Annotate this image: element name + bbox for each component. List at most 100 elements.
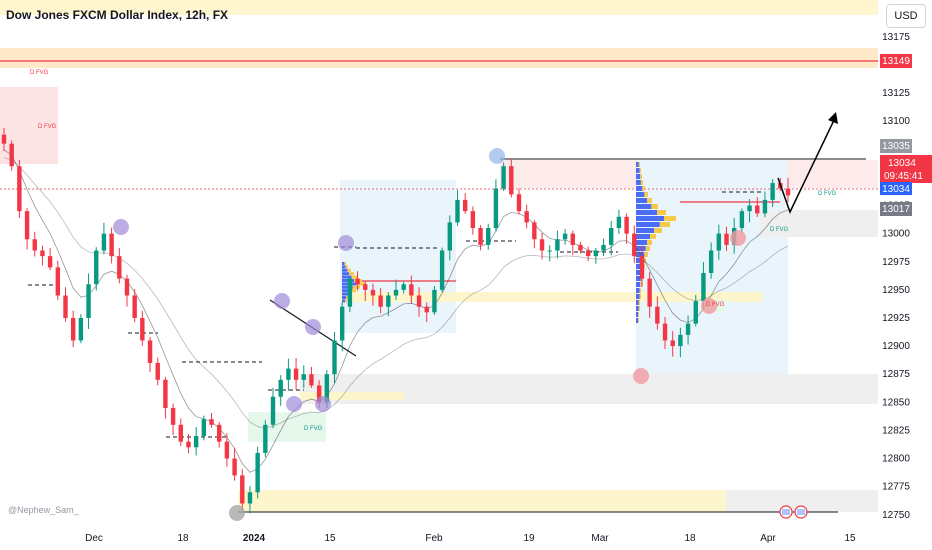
- candle-body: [593, 250, 599, 257]
- volume-profile-bar: [636, 312, 639, 317]
- volume-profile-bar: [636, 246, 646, 251]
- volume-profile-bar: [636, 186, 643, 191]
- forecast-arrow[interactable]: [777, 112, 838, 214]
- fvg-label: D FVG: [38, 124, 57, 130]
- author-watermark: @Nephew_Sam_: [8, 505, 79, 515]
- candle-body: [539, 239, 545, 251]
- candle-body: [309, 374, 314, 386]
- candle-body: [70, 317, 76, 341]
- y-tick-label: 12750: [882, 510, 910, 521]
- candle-body: [409, 284, 414, 296]
- volume-profile-bar: [636, 162, 639, 167]
- volume-profile-bar: [638, 300, 640, 305]
- candle-body: [247, 492, 253, 504]
- demand-zone-right: [760, 210, 878, 237]
- candle-body: [355, 278, 360, 285]
- candle-body: [255, 452, 260, 493]
- volume-profile-bar: [638, 306, 640, 311]
- currency-selector[interactable]: USD: [886, 4, 926, 28]
- candle-body: [701, 273, 706, 302]
- candle-body: [662, 323, 668, 341]
- candle-body: [562, 233, 568, 240]
- candle-body: [32, 239, 37, 251]
- volume-profile-bar: [636, 258, 643, 263]
- y-tick-label: 12850: [882, 397, 910, 408]
- candle-body: [286, 368, 291, 380]
- candle-body: [24, 211, 30, 240]
- candle-body: [601, 244, 606, 251]
- volume-profile-bar: [638, 318, 639, 323]
- volume-profile-bar: [643, 258, 646, 263]
- demand-zone-lower-yellow: [300, 392, 404, 400]
- candle-body: [439, 250, 445, 290]
- candle-body: [109, 233, 114, 257]
- candles: [1, 128, 791, 514]
- event-icons[interactable]: [779, 505, 808, 519]
- candle-body: [501, 166, 506, 189]
- ema-slow-line: [3, 157, 789, 429]
- fvg-label: D FVG: [304, 426, 323, 432]
- candle-body: [693, 301, 698, 324]
- bottom-zone-yellow: [238, 490, 726, 512]
- candle-body: [585, 250, 591, 257]
- volume-profile-bar: [636, 204, 652, 209]
- volume-profile-bar: [664, 216, 676, 221]
- volume-profile-bar: [636, 288, 640, 293]
- candle-body: [532, 222, 537, 240]
- candle-body: [509, 166, 514, 195]
- candle-body: [178, 424, 183, 442]
- y-tick-label: 12925: [882, 313, 910, 324]
- candle-body: [770, 183, 775, 200]
- candle-body: [516, 194, 522, 212]
- y-tick-label: 12975: [882, 257, 910, 268]
- time-axis[interactable]: Dec 18 2024 15 Feb 19 Mar 18 Apr 15: [0, 526, 932, 550]
- volume-profile-bar: [636, 294, 640, 299]
- volume-profile-bar: [345, 265, 348, 269]
- candle-body: [40, 250, 45, 257]
- candle-body: [547, 250, 552, 252]
- candle-body: [747, 205, 752, 212]
- candle-body: [293, 368, 299, 380]
- volume-profile-bar: [356, 282, 366, 286]
- candle-body: [478, 228, 483, 245]
- candle-body: [1, 134, 7, 144]
- volume-profile-bar: [642, 186, 645, 191]
- candle-body: [332, 340, 337, 375]
- volume-profile-bar: [342, 292, 348, 296]
- candle-body: [316, 385, 322, 403]
- candle-body: [47, 256, 53, 268]
- candle-body: [785, 188, 791, 196]
- swing-low-marker: [315, 396, 331, 412]
- candle-body: [670, 340, 675, 347]
- candle-body: [370, 289, 376, 296]
- volume-profile-bar: [639, 288, 641, 293]
- volume-profile-bar: [351, 275, 358, 279]
- swing-low-marker: [286, 396, 302, 412]
- zones: [0, 0, 878, 512]
- candle-body: [86, 284, 91, 318]
- candle-body: [363, 284, 368, 290]
- candle-body: [578, 244, 583, 251]
- x-tick-label: Dec: [85, 533, 103, 544]
- volume-profile-bar: [342, 289, 351, 293]
- candle-body: [708, 250, 714, 273]
- volume-profile-bar: [647, 198, 652, 203]
- price-axis[interactable]: 12750 12775 12800 12825 12850 12875 12900 12925…: [878, 0, 932, 550]
- swing-markers: [113, 148, 746, 521]
- volume-profile-bar: [640, 180, 643, 185]
- candle-body: [240, 475, 245, 504]
- volume-profile-bar: [644, 252, 648, 257]
- volume-profile-bar: [639, 168, 641, 173]
- top-supply-band: [0, 0, 878, 15]
- price-tag-high: 13035: [880, 139, 912, 153]
- candle-body: [424, 306, 429, 313]
- y-tick-label: 12950: [882, 285, 910, 296]
- volume-profile-bar: [342, 262, 345, 265]
- candle-body: [9, 143, 14, 167]
- volume-profile-bar: [651, 204, 658, 209]
- volume-profile-bar: [636, 306, 639, 311]
- fvg-label: D FVG: [706, 302, 725, 308]
- x-tick-label: Apr: [760, 533, 776, 544]
- volume-profile-bar: [636, 252, 645, 257]
